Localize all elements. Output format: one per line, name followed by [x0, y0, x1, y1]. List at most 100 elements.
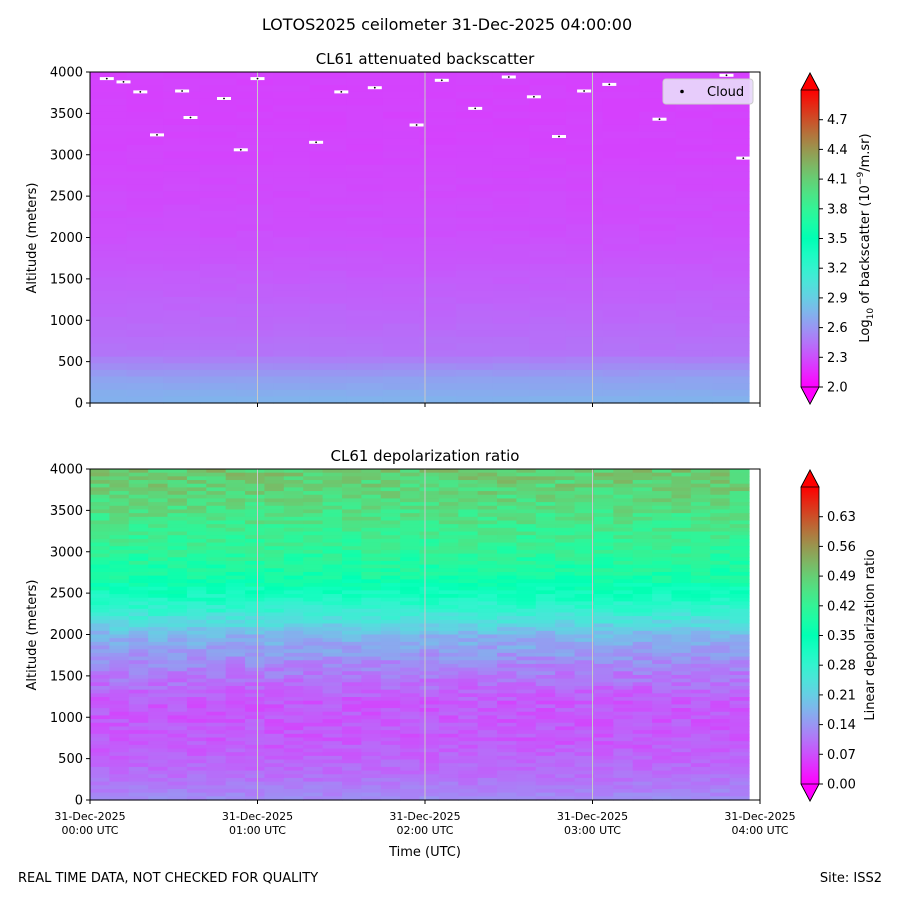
heatmap-cell — [90, 505, 110, 511]
heatmap-cell — [167, 770, 188, 775]
heatmap-cell — [283, 774, 304, 779]
heatmap-cell — [458, 730, 479, 735]
heatmap-cell — [206, 788, 227, 794]
heatmap-cell — [163, 356, 201, 364]
heatmap-cell — [639, 191, 677, 199]
heatmap-cell — [632, 546, 653, 551]
heatmap-cell — [535, 634, 556, 639]
heatmap-cell — [529, 124, 567, 133]
heatmap-cell — [419, 78, 457, 86]
heatmap-cell — [516, 527, 537, 533]
heatmap-cell — [109, 586, 130, 591]
heatmap-cell — [236, 297, 274, 305]
heatmap-cell — [652, 564, 673, 569]
heatmap-cell — [690, 476, 711, 481]
heatmap-cell — [380, 612, 401, 617]
heatmap-cell — [400, 601, 421, 606]
heatmap-cell — [109, 700, 130, 705]
heatmap-cell — [690, 641, 711, 647]
heatmap-cell — [303, 682, 324, 687]
heatmap-cell — [458, 616, 479, 621]
heatmap-cell — [438, 682, 459, 687]
heatmap-cell — [602, 369, 640, 378]
heatmap-cell — [652, 509, 673, 514]
heatmap-cell — [264, 763, 285, 768]
heatmap-cell — [710, 491, 731, 496]
heatmap-cell — [109, 634, 130, 639]
heatmap-cell — [555, 770, 576, 775]
heatmap-cell — [206, 777, 227, 783]
heatmap-cell — [128, 623, 149, 628]
heatmap-cell — [206, 542, 227, 547]
heatmap-cell — [245, 557, 266, 562]
heatmap-cell — [400, 641, 421, 647]
heatmap-cell — [245, 766, 266, 772]
heatmap-cell — [90, 623, 110, 628]
heatmap-cell — [225, 737, 246, 742]
heatmap-cell — [613, 564, 634, 569]
heatmap-cell — [400, 627, 421, 632]
heatmap-cell — [245, 697, 266, 702]
heatmap-cell — [535, 630, 556, 636]
heatmap-cell — [497, 564, 518, 569]
heatmap-cell — [206, 623, 227, 628]
heatmap-cell — [245, 685, 266, 691]
heatmap-cell — [346, 316, 384, 325]
heatmap-cell — [529, 363, 567, 371]
heatmap-cell — [186, 586, 207, 591]
heatmap-cell — [90, 774, 110, 779]
heatmap-cell — [126, 323, 164, 331]
heatmap-cell — [458, 700, 479, 705]
heatmap-cell — [309, 158, 347, 166]
heatmap-cell — [690, 494, 711, 500]
heatmap-cell — [167, 671, 188, 676]
heatmap-cell — [126, 191, 164, 199]
heatmap-cell — [341, 516, 362, 522]
heatmap-cell — [264, 744, 285, 750]
heatmap-cell — [361, 770, 382, 775]
heatmap-cell — [225, 594, 246, 599]
heatmap-cell — [419, 487, 440, 492]
heatmap-cell — [109, 708, 130, 713]
heatmap-cell — [309, 356, 347, 364]
heatmap-cell — [245, 586, 266, 591]
heatmap-cell — [245, 671, 266, 676]
heatmap-cell — [273, 191, 311, 199]
heatmap-cell — [225, 715, 246, 720]
heatmap-cell — [206, 630, 227, 636]
heatmap-cell — [574, 641, 595, 647]
heatmap-cell — [167, 774, 188, 779]
heatmap-cell — [341, 674, 362, 680]
heatmap-cell — [90, 682, 110, 687]
heatmap-cell — [148, 674, 169, 680]
heatmap-cell — [497, 766, 518, 772]
heatmap-cell — [458, 538, 479, 544]
heatmap-cell — [264, 483, 285, 488]
heatmap-cell — [245, 623, 266, 628]
heatmap-cell — [438, 656, 459, 661]
heatmap-cell — [167, 472, 188, 477]
heatmap-cell — [652, 766, 673, 772]
heatmap-cell — [593, 796, 614, 801]
heatmap-cell — [516, 586, 537, 591]
heatmap-cell — [206, 660, 227, 665]
heatmap-cell — [109, 715, 130, 720]
heatmap-cell — [593, 542, 614, 547]
heatmap-cell — [341, 726, 362, 731]
heatmap-cell — [613, 796, 634, 801]
heatmap-cell — [346, 184, 384, 192]
heatmap-cell — [382, 98, 421, 106]
heatmap-cell — [555, 564, 576, 569]
heatmap-cell — [602, 343, 640, 351]
colorbar-tick-label: 0.42 — [827, 599, 856, 614]
heatmap-cell — [309, 396, 347, 404]
heatmap-cell — [456, 217, 494, 225]
heatmap-cell — [361, 737, 382, 742]
heatmap-cell — [729, 502, 750, 507]
heatmap-cell — [163, 303, 201, 311]
heatmap-cell — [341, 476, 362, 481]
heatmap-cell — [346, 191, 384, 199]
heatmap-cell — [729, 770, 750, 775]
heatmap-cell — [186, 785, 207, 790]
heatmap-cell — [400, 546, 421, 551]
